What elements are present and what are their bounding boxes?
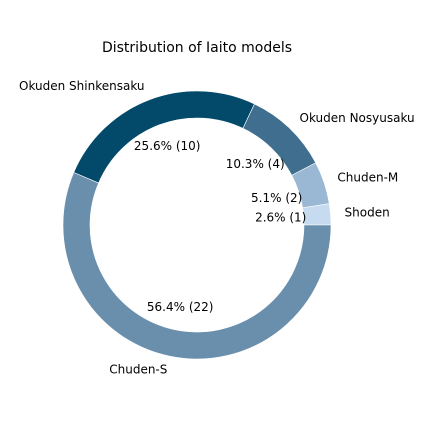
percent-label-chuden-s: 56.4% (22) (147, 300, 214, 314)
label-shoden: Shoden (345, 206, 390, 220)
label-okuden-nosyusaku: Okuden Nosyusaku (300, 111, 415, 125)
donut-slices (62, 90, 332, 360)
percent-label-chuden-m: 5.1% (2) (251, 191, 302, 205)
slice-labels: Shoden 2.6% (1) Chuden-M 5.1% (2) Okuden Nos… (19, 79, 415, 376)
label-chuden-m: Chuden-M (337, 171, 398, 185)
label-okuden-shinkensaku: Okuden Shinkensaku (19, 79, 145, 93)
percent-label-okuden-nosyusaku: 10.3% (4) (226, 157, 285, 171)
slice-chuden-s (62, 172, 332, 360)
percent-label-okuden-shinkensaku: 25.6% (10) (134, 139, 201, 153)
label-chuden-s: Chuden-S (109, 363, 167, 377)
chart-title: Distribution of Iaito models (102, 40, 292, 56)
percent-label-shoden: 2.6% (1) (255, 211, 306, 225)
